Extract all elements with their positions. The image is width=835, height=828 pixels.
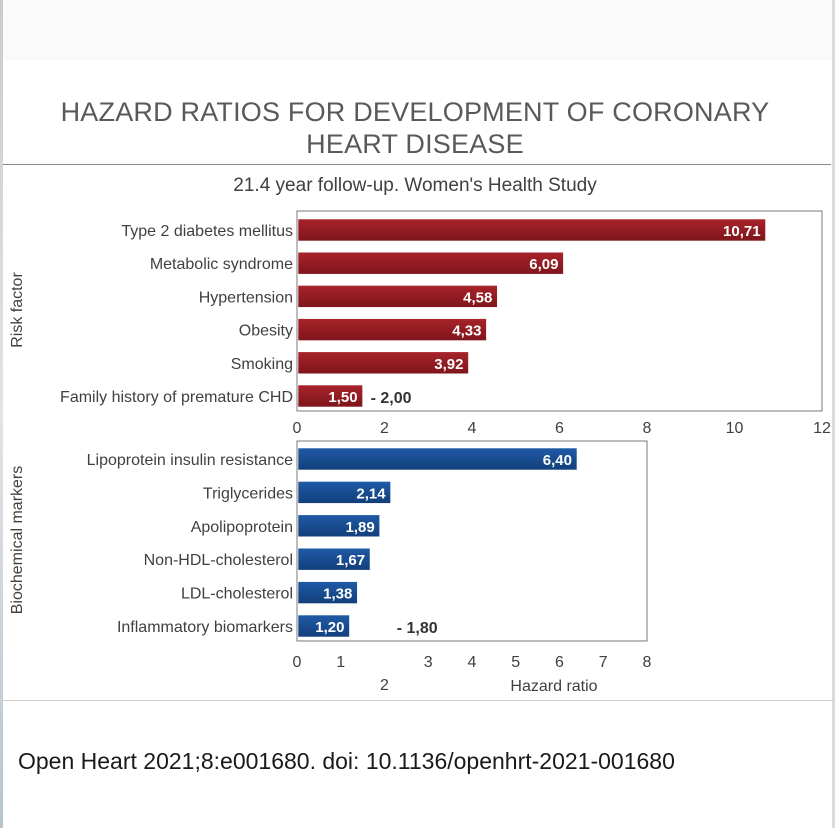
marker-value-label-apolipoprotein: 1,89 — [345, 519, 374, 536]
chart-title-line-2: HEART DISEASE — [306, 129, 524, 159]
top-background-band — [0, 0, 835, 60]
marker-category-label-inflammatory-biomarkers: Inflammatory biomarkers — [117, 619, 293, 636]
risk-value-label-smoking: 3,92 — [434, 356, 463, 373]
risk-x-tick-label: 0 — [293, 420, 302, 437]
risk-bar-smoking — [297, 351, 469, 375]
risk-bar-metabolic-syndrome — [297, 251, 564, 275]
marker-x-tick-label: 0 — [293, 654, 302, 671]
figure-panel — [3, 60, 832, 700]
risk-x-tick-label: 2 — [380, 420, 389, 437]
marker-x-tick-label: 6 — [555, 654, 564, 671]
risk-value-label-obesity: 4,33 — [452, 323, 481, 340]
risk-bar-hypertension — [297, 285, 498, 308]
footer-divider — [0, 700, 835, 701]
marker-category-label-ldl-cholesterol: LDL-cholesterol — [181, 586, 293, 603]
marker-y-axis-label: Biochemical markers — [9, 466, 26, 614]
marker-x-tick-label: 7 — [599, 654, 608, 671]
marker-bar-inflammatory-biomarkers — [297, 614, 350, 638]
marker-bar-ldl-cholesterol — [297, 581, 358, 604]
risk-category-label-smoking: Smoking — [231, 356, 293, 373]
title-divider — [3, 164, 831, 165]
risk-category-label-hypertension: Hypertension — [199, 289, 293, 306]
marker-x-tick-label: 4 — [468, 654, 477, 671]
risk-x-tick-label: 4 — [468, 420, 477, 437]
marker-plot-frame — [296, 440, 648, 642]
risk-y-axis-label: Risk factor — [9, 272, 26, 348]
risk-category-label-type-2-diabetes-mellitus: Type 2 diabetes mellitus — [121, 223, 293, 240]
risk-value-label-family-history-of-premature-chd: 1,50 — [328, 389, 357, 406]
right-edge-strip — [832, 0, 835, 828]
marker-value-label-lipoprotein-insulin-resistance: 6,40 — [543, 452, 572, 469]
marker-category-label-triglycerides: Triglycerides — [203, 485, 293, 502]
marker-x-tick-label: 5 — [511, 654, 520, 671]
marker-bar-triglycerides — [297, 481, 391, 504]
risk-x-tick-label: 12 — [813, 420, 831, 437]
marker-value-label-triglycerides: 2,14 — [356, 485, 386, 502]
marker-category-label-non-hdl-cholesterol: Non-HDL-cholesterol — [144, 552, 293, 569]
risk-annotation-family-history-of-premature-chd: - 2,00 — [371, 390, 412, 407]
citation-text: Open Heart 2021;8:e001680. doi: 10.1136/… — [18, 748, 675, 774]
chart-title-line-1: HAZARD RATIOS FOR DEVELOPMENT OF CORONAR… — [60, 97, 770, 127]
risk-value-label-hypertension: 4,58 — [463, 289, 492, 306]
marker-value-label-non-hdl-cholesterol: 1,67 — [336, 552, 365, 569]
risk-bar-obesity — [297, 318, 487, 341]
marker-x-axis-label: Hazard ratio — [510, 678, 597, 695]
risk-x-tick-label: 10 — [726, 420, 744, 437]
risk-x-tick-label: 6 — [555, 420, 564, 437]
marker-annotation-inflammatory-biomarkers: - 1,80 — [397, 620, 438, 637]
risk-value-label-type-2-diabetes-mellitus: 10,71 — [723, 223, 761, 240]
chart-title: HAZARD RATIOS FOR DEVELOPMENT OF CORONAR… — [0, 96, 830, 160]
risk-bar-family-history-of-premature-chd — [297, 384, 363, 408]
marker-x-tick-label: 2 — [380, 677, 389, 694]
marker-x-tick-label: 1 — [336, 654, 345, 671]
marker-category-label-lipoprotein-insulin-resistance: Lipoprotein insulin resistance — [87, 452, 293, 469]
marker-value-label-inflammatory-biomarkers: 1,20 — [315, 619, 344, 636]
risk-x-tick-label: 8 — [643, 420, 652, 437]
marker-category-label-apolipoprotein: Apolipoprotein — [191, 519, 293, 536]
risk-category-label-metabolic-syndrome: Metabolic syndrome — [150, 256, 293, 273]
risk-bar-type-2-diabetes-mellitus — [297, 218, 766, 242]
risk-value-label-metabolic-syndrome: 6,09 — [529, 256, 558, 273]
marker-value-label-ldl-cholesterol: 1,38 — [323, 586, 352, 603]
chart-subtitle: 21.4 year follow-up. Women's Health Stud… — [233, 175, 597, 196]
risk-plot-frame — [296, 210, 823, 412]
marker-x-tick-label: 3 — [424, 654, 433, 671]
risk-category-label-family-history-of-premature-chd: Family history of premature CHD — [60, 389, 293, 406]
marker-x-tick-label: 8 — [643, 654, 652, 671]
marker-bar-non-hdl-cholesterol — [297, 547, 371, 571]
marker-bar-apolipoprotein — [297, 514, 380, 538]
marker-bar-lipoprotein-insulin-resistance — [297, 447, 578, 471]
left-edge-strip — [0, 0, 3, 828]
hazard-ratio-chart: Type 2 diabetes mellitus 10,71 Metabolic s… — [9, 210, 831, 695]
risk-category-label-obesity: Obesity — [239, 323, 293, 340]
